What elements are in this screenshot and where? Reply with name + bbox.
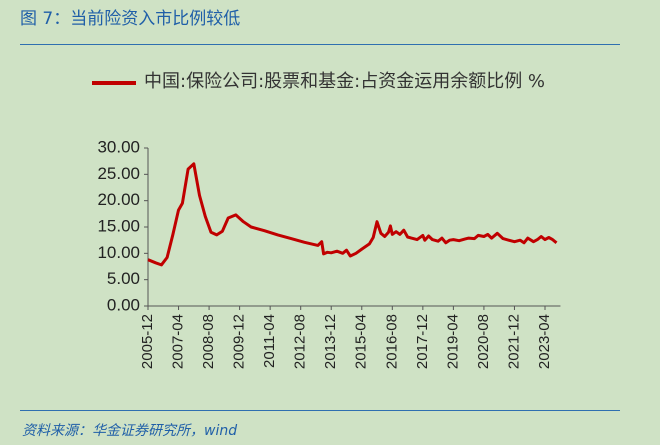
- rule: [20, 44, 620, 45]
- y-tick-label: 15.00: [97, 216, 140, 235]
- y-tick-label: 25.00: [97, 164, 140, 183]
- x-tick-label: 2017-12: [414, 314, 431, 369]
- series-line: [147, 162, 558, 267]
- y-tick-label: 5.00: [107, 269, 140, 288]
- x-tick-label: 2013-12: [322, 314, 339, 369]
- y-tick-label: 30.00: [97, 137, 140, 156]
- x-tick-label: 2005-12: [139, 314, 156, 369]
- y-tick-label: 10.00: [97, 243, 140, 262]
- x-tick-label: 2021-12: [505, 314, 522, 369]
- y-tick-label: 20.00: [97, 190, 140, 209]
- x-tick-label: 2016-08: [383, 314, 400, 369]
- x-tick-label: 2020-08: [475, 314, 492, 369]
- x-tick-label: 2015-04: [353, 314, 370, 369]
- x-tick-label: 2009-12: [231, 314, 248, 369]
- rule: [20, 410, 620, 411]
- legend-swatch: [92, 81, 136, 85]
- legend-label: 中国:保险公司:股票和基金:占资金运用余额比例 %: [144, 71, 546, 92]
- source-note: 资料来源：华金证券研究所，wind: [22, 423, 238, 439]
- x-tick-label: 2019-04: [444, 314, 461, 369]
- chart-title: 图 7：当前险资入市比例较低: [20, 9, 241, 29]
- x-tick-label: 2007-04: [170, 314, 187, 369]
- x-tick-label: 2023-04: [536, 314, 553, 369]
- x-tick-label: 2008-08: [200, 314, 217, 369]
- x-tick-label: 2011-04: [261, 314, 278, 368]
- y-tick-label: 0.00: [107, 295, 140, 314]
- legend: 中国:保险公司:股票和基金:占资金运用余额比例 %: [92, 70, 572, 94]
- x-tick-label: 2012-08: [292, 314, 309, 369]
